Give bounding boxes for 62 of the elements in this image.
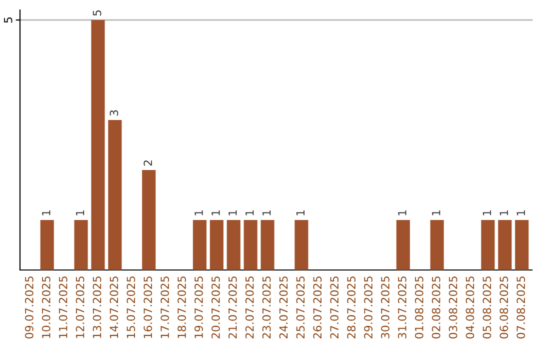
bar (40, 220, 54, 270)
x-tick-label: 15.07.2025 (126, 276, 136, 338)
data-label: 1 (482, 210, 491, 216)
data-label: 5 (92, 10, 102, 16)
x-tick-label: 31.07.2025 (398, 276, 406, 338)
data-label: 1 (262, 210, 271, 216)
x-tick-label: 28.07.2025 (347, 276, 356, 338)
data-label: 1 (42, 210, 50, 216)
x-tick-label: 04.08.2025 (466, 276, 474, 338)
x-tick-label: 26.07.2025 (313, 276, 322, 338)
bar (396, 220, 410, 270)
bar (210, 220, 224, 270)
x-tick-label: 12.07.2025 (76, 276, 84, 338)
x-tick-label: 01.08.2025 (414, 276, 424, 338)
data-label: 1 (398, 210, 406, 216)
x-tick-label: 25.07.2025 (296, 276, 305, 338)
x-tick-label: 05.08.2025 (482, 276, 492, 338)
data-label: 3 (110, 110, 118, 116)
data-label: 1 (516, 210, 525, 216)
data-label: 1 (194, 210, 203, 216)
data-label: 2 (144, 160, 152, 166)
x-tick-label: 27.07.2025 (330, 276, 339, 338)
bar (260, 220, 274, 270)
x-tick-label: 09.07.2025 (24, 276, 34, 338)
x-tick-label: 02.08.2025 (432, 276, 440, 338)
x-tick-label: 30.07.2025 (381, 276, 390, 338)
data-label: 1 (212, 210, 220, 216)
x-tick-label: 21.07.2025 (228, 276, 237, 338)
x-tick-label: 11.07.2025 (58, 276, 68, 338)
bar (481, 220, 495, 270)
x-tick-label: 16.07.2025 (144, 276, 152, 338)
x-tick-label: 03.08.2025 (448, 276, 458, 338)
x-tick-label: 14.07.2025 (110, 276, 118, 338)
bar (515, 220, 529, 270)
bar (244, 220, 258, 270)
x-tick-label: 23.07.2025 (262, 276, 271, 338)
bar (91, 20, 105, 270)
x-tick-label: 07.08.2025 (516, 276, 526, 338)
x-tick-label: 06.08.2025 (500, 276, 508, 338)
bar (74, 220, 88, 270)
data-label: 1 (500, 210, 508, 216)
bar (192, 220, 206, 270)
x-tick-label: 29.07.2025 (364, 276, 372, 338)
x-tick-label: 10.07.2025 (42, 276, 50, 338)
x-tick-label: 19.07.2025 (194, 276, 203, 338)
bar (294, 220, 308, 270)
x-tick-label: 24.07.2025 (279, 276, 288, 338)
bar (430, 220, 444, 270)
data-label: 1 (228, 210, 237, 216)
x-tick-label: 13.07.2025 (92, 276, 102, 338)
bar (108, 120, 122, 270)
data-label: 1 (296, 210, 304, 216)
x-tick-label: 18.07.2025 (178, 276, 186, 338)
bar (498, 220, 512, 270)
data-label: 1 (246, 210, 254, 216)
data-label: 1 (76, 210, 84, 216)
x-tick-label: 20.07.2025 (211, 276, 220, 338)
x-tick-label: 17.07.2025 (160, 276, 170, 338)
x-tick-label: 22.07.2025 (245, 276, 254, 338)
bar (142, 170, 156, 270)
data-label: 1 (432, 210, 440, 216)
bar (226, 220, 240, 270)
